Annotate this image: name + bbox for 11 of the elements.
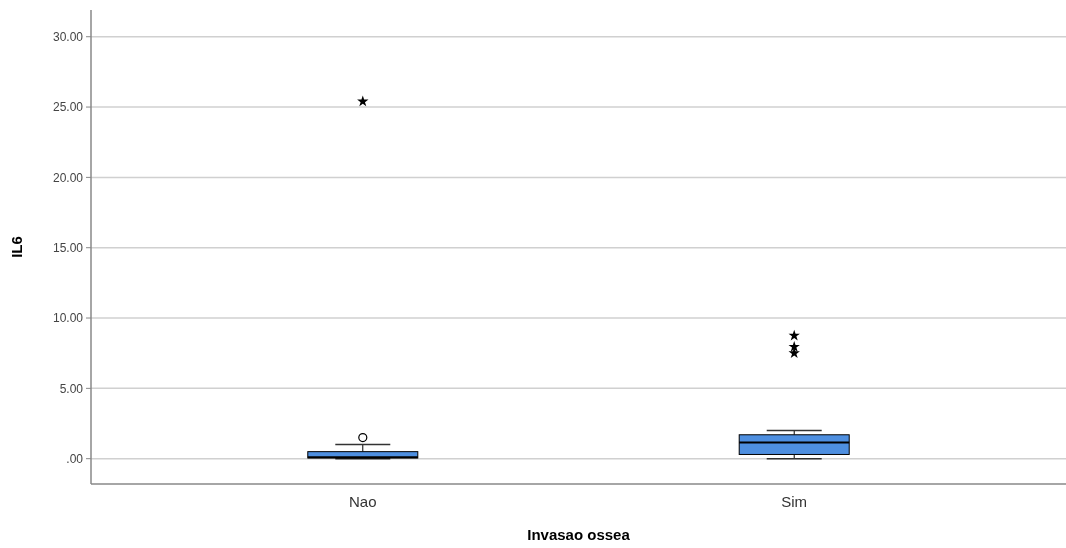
y-tick-label: 15.00 (52, 240, 84, 255)
x-tick-label: Sim (781, 493, 808, 510)
y-tick-label: 5.00 (59, 381, 84, 396)
y-tick-label: .00 (66, 451, 84, 466)
y-tick-label: 30.00 (52, 29, 84, 44)
y-tick-label: 20.00 (52, 170, 84, 185)
y-tick-label: 10.00 (52, 311, 84, 326)
y-axis-title: IL6 (8, 236, 25, 258)
x-axis-title: Invasao ossea (527, 526, 631, 543)
x-tick-label: Nao (349, 493, 377, 510)
y-tick-label: 25.00 (52, 100, 84, 115)
